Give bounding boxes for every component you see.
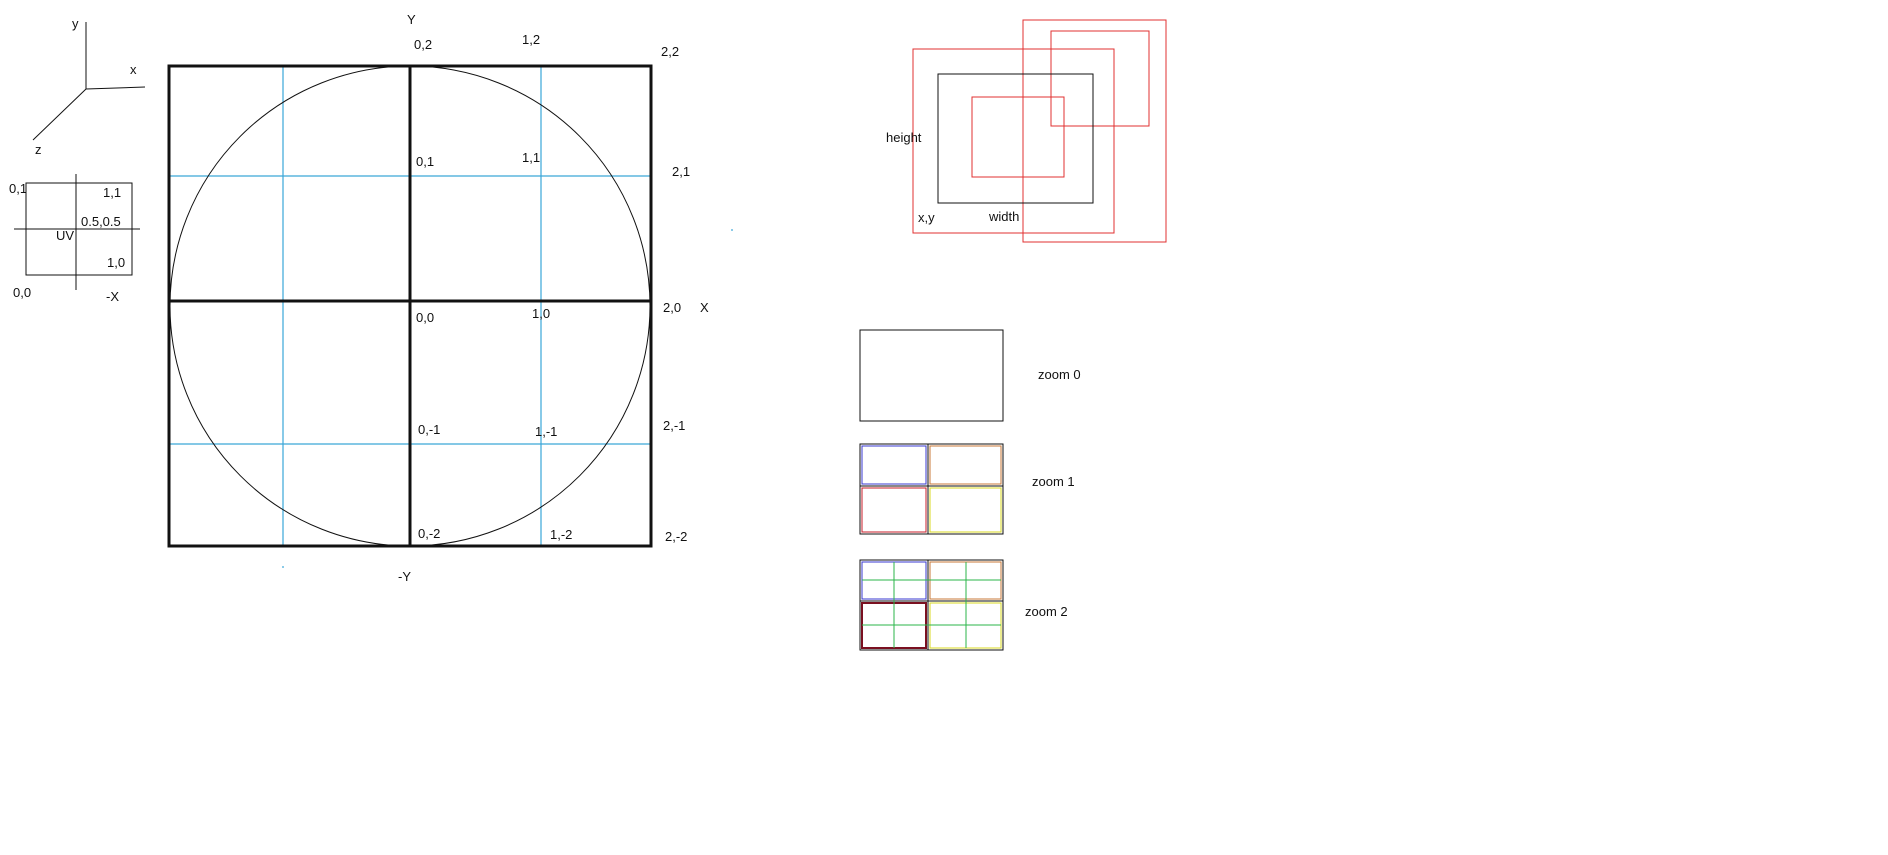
zoom-1-label: zoom 1	[1032, 474, 1075, 489]
uv-label-center: 0.5,0.5	[81, 214, 121, 229]
uv-label-1-0: 1,0	[107, 255, 125, 270]
zoom-1-tile-blue	[861, 445, 927, 485]
gizmo-x-axis	[85, 86, 146, 90]
stray-dot-bottom	[282, 566, 284, 568]
zoom-2-green-subgrid	[862, 562, 1001, 648]
axes-gizmo	[32, 22, 146, 141]
uv-box	[14, 174, 140, 290]
zoom-1-tile-red	[861, 487, 927, 533]
globe-label-2-1: 2,1	[672, 164, 690, 179]
globe-label-0-0: 0,0	[416, 310, 434, 325]
globe-label-1-0: 1,0	[532, 306, 550, 321]
globe-label-2-m1: 2,-1	[663, 418, 685, 433]
globe-y-axis-label: Y	[407, 12, 416, 27]
globe-label-0-m1: 0,-1	[418, 422, 440, 437]
globe-label-2-2: 2,2	[661, 44, 679, 59]
globe-label-2-0: 2,0	[663, 300, 681, 315]
uv-label-1-1: 1,1	[103, 185, 121, 200]
zoom-0-label: zoom 0	[1038, 367, 1081, 382]
red-rect-small	[971, 96, 1065, 178]
rect-width-label: width	[988, 209, 1019, 224]
globe-neg-y-label: -Y	[398, 569, 411, 584]
globe-label-0-2: 0,2	[414, 37, 432, 52]
zoom-1-tile-yellow	[929, 487, 1002, 533]
gizmo-z-axis	[32, 88, 87, 141]
globe-label-1-2: 1,2	[522, 32, 540, 47]
stray-dot-right	[731, 229, 733, 231]
rect-xy-label: x,y	[918, 210, 935, 225]
zoom-1-outer	[859, 443, 1004, 535]
globe-label-2-m2: 2,-2	[665, 529, 687, 544]
zoom-1-tile-orange	[929, 445, 1002, 485]
gizmo-z-label: z	[35, 142, 42, 157]
globe-label-1-m2: 1,-2	[550, 527, 572, 542]
globe-label-1-1: 1,1	[522, 150, 540, 165]
black-rect-main	[937, 73, 1094, 204]
globe-label-0-m2: 0,-2	[418, 526, 440, 541]
zoom-2-outer	[859, 559, 1004, 651]
uv-label-uv: UV	[56, 228, 74, 243]
zoom-2-grid	[859, 559, 1004, 651]
gizmo-y-label: y	[72, 16, 79, 31]
globe-x-axis-label: X	[700, 300, 709, 315]
rect-height-label: height	[886, 130, 922, 145]
rect-overlap-diagram	[912, 19, 1167, 243]
zoom-0-tile	[859, 329, 1004, 422]
globe-grid	[167, 64, 733, 568]
gizmo-x-label: x	[130, 62, 137, 77]
red-rect-outer-right	[1022, 19, 1167, 243]
zoom-1-grid	[859, 443, 1004, 535]
globe-label-1-m1: 1,-1	[535, 424, 557, 439]
globe-label-0-1: 0,1	[416, 154, 434, 169]
zoom-2-label: zoom 2	[1025, 604, 1068, 619]
red-rect-inner-right	[1050, 30, 1150, 127]
uv-label-0-0: 0,0	[13, 285, 31, 300]
uv-label-neg-x: -X	[106, 289, 119, 304]
red-rect-large	[912, 48, 1115, 234]
uv-label-0-1: 0,1	[9, 181, 27, 196]
